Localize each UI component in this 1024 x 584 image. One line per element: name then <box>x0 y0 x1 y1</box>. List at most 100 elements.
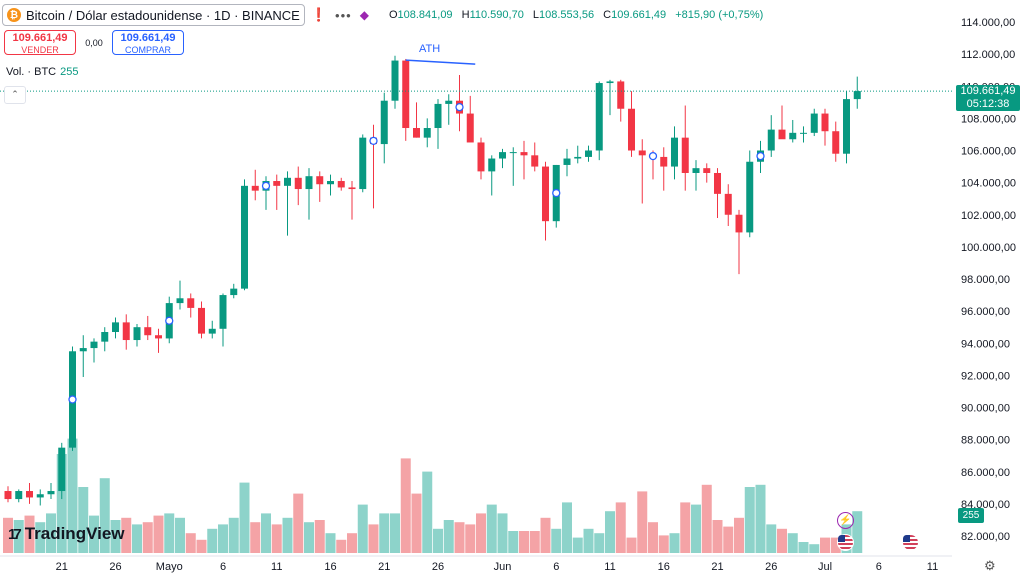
candle-body <box>531 155 539 167</box>
last-price-tag: 109.661,49 05:12:38 <box>956 85 1020 111</box>
volume-bar <box>56 454 67 553</box>
volume-label: Vol. · BTC <box>6 66 57 78</box>
volume-bar <box>433 528 443 553</box>
candle-body <box>198 307 205 334</box>
volume-bar <box>691 504 701 553</box>
candle-body <box>843 99 850 154</box>
share-icon[interactable]: ◆ <box>359 8 369 22</box>
settings-gear-icon[interactable]: ⚙ <box>984 558 996 573</box>
candle-body <box>144 327 152 336</box>
candle-body <box>413 128 420 138</box>
volume-bar <box>594 533 605 553</box>
x-tick-label: 21 <box>711 561 723 573</box>
volume-bar <box>529 531 540 553</box>
volume-bar <box>282 517 293 553</box>
candle-body <box>724 193 732 215</box>
volume-bar <box>239 482 250 553</box>
volume-bar <box>422 471 433 553</box>
volume-bar <box>400 458 411 553</box>
volume-bar <box>185 533 196 553</box>
sell-label: VENDER <box>21 45 59 55</box>
candle-body <box>800 132 807 134</box>
last-price: 109.661,49 <box>960 85 1016 97</box>
x-tick-label: 11 <box>271 561 282 573</box>
volume-legend[interactable]: Vol. · BTC 255 <box>6 66 78 78</box>
volume-bar <box>132 524 142 553</box>
candle-body <box>821 113 829 132</box>
x-tick-label: 11 <box>927 561 938 573</box>
open-value: 108.841,09 <box>397 9 453 21</box>
volume-bar <box>357 504 368 553</box>
volume-price-tag: 255 <box>958 508 984 523</box>
volume-bar <box>250 522 261 553</box>
candle-body <box>402 60 410 129</box>
ath-annotation[interactable]: ATH <box>419 43 441 55</box>
candle-body <box>47 491 55 495</box>
volume-bar <box>110 520 121 553</box>
volume-bar <box>820 537 830 553</box>
volume-bar <box>121 517 132 553</box>
volume-bar <box>572 537 583 553</box>
candle-body <box>585 150 592 157</box>
tradingview-logo-icon: 17 <box>8 525 22 543</box>
volume-bar <box>24 515 35 553</box>
volume-bar <box>411 493 422 553</box>
tradingview-logo[interactable]: 17 TradingView <box>8 524 125 544</box>
close-label: C <box>603 9 612 21</box>
tradingview-logo-text: TradingView <box>24 524 125 543</box>
candle-body <box>617 81 625 109</box>
ath-line <box>405 59 476 65</box>
candle-body <box>778 129 786 140</box>
symbol-search-button[interactable]: ₿ Bitcoin / Dólar estadounidense · 1D · … <box>2 4 305 26</box>
volume-bar <box>605 511 615 553</box>
more-dots-icon[interactable]: ••• <box>335 7 352 23</box>
volume-bar <box>465 524 476 553</box>
low-value: 108.553,56 <box>539 9 595 21</box>
volume-bar <box>787 533 798 553</box>
y-tick-label: 104.000,00 <box>961 178 1016 190</box>
close-value: 109.661,49 <box>611 9 667 21</box>
sell-button[interactable]: 109.661,49 VENDER <box>4 30 76 55</box>
x-tick-label: Jun <box>494 561 512 573</box>
candle-body <box>671 137 678 167</box>
buy-label: COMPRAR <box>124 45 171 55</box>
volume-bar <box>207 528 218 553</box>
candle-body <box>251 185 259 191</box>
buy-button[interactable]: 109.661,49 COMPRAR <box>112 30 184 55</box>
x-tick-label: Jul <box>818 561 832 573</box>
volume-bar <box>734 517 744 553</box>
candle-body <box>466 113 474 143</box>
candle-body <box>445 100 453 104</box>
volume-bar <box>755 484 766 553</box>
lightning-event-icon[interactable]: ⚡ <box>837 512 854 529</box>
volume-bar <box>701 484 712 553</box>
alert-icon[interactable]: ❗ <box>310 7 328 22</box>
bitcoin-icon: ₿ <box>7 8 21 22</box>
candle-body <box>58 447 66 492</box>
collapse-chevron-icon[interactable]: ⌃ <box>4 86 26 104</box>
volume-bar <box>218 524 228 553</box>
candle-body <box>230 288 238 296</box>
volume-bar <box>562 502 572 553</box>
candle-body <box>703 168 711 173</box>
volume-bar <box>196 539 207 553</box>
x-tick-label: 21 <box>56 561 68 573</box>
volume-bar <box>744 487 755 553</box>
dividend-marker <box>165 316 174 325</box>
candle-body <box>90 341 98 349</box>
volume-bar <box>615 502 626 553</box>
us-flag-event-icon[interactable] <box>902 534 919 551</box>
candle-body <box>305 176 313 190</box>
y-tick-label: 102.000,00 <box>961 210 1016 222</box>
candle-body <box>208 328 216 334</box>
volume-bar <box>443 520 454 553</box>
volume-bar <box>314 520 325 553</box>
sell-price: 109.661,49 <box>12 32 68 44</box>
candle-body <box>746 161 754 233</box>
us-flag-event-icon[interactable] <box>837 534 854 551</box>
volume-bar <box>519 531 529 553</box>
dividend-marker <box>261 181 271 190</box>
dividend-marker <box>455 102 464 112</box>
dividend-marker <box>369 136 378 146</box>
